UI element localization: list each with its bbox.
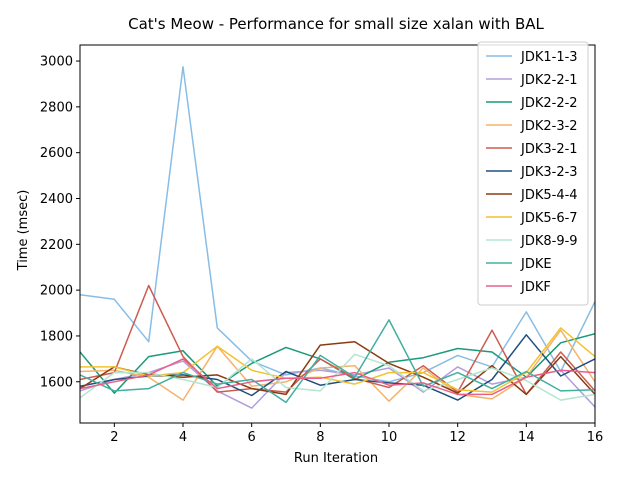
y-tick-label: 1800 — [40, 329, 73, 344]
chart-title: Cat's Meow - Performance for small size … — [128, 15, 544, 33]
x-axis-label: Run Iteration — [294, 451, 378, 466]
y-tick-label: 2200 — [40, 238, 73, 253]
legend-label: JDK5-4-4 — [520, 188, 578, 203]
y-tick-label: 2400 — [40, 192, 73, 207]
x-tick-label: 8 — [316, 430, 324, 445]
legend-label: JDK3-2-3 — [520, 165, 578, 180]
legend-label: JDK8-9-9 — [520, 234, 578, 249]
y-axis-label: Time (msec) — [16, 190, 31, 272]
x-tick-label: 4 — [179, 430, 187, 445]
series-line-jdkf — [80, 358, 595, 396]
y-tick-label: 2800 — [40, 100, 73, 115]
legend-label: JDKF — [520, 280, 551, 295]
x-tick-label: 16 — [587, 430, 604, 445]
legend: JDK1-1-3 JDK2-2-1 JDK2-2-2 JDK2-3-2 JDK3-2-1… — [477, 41, 589, 306]
y-tick-label: 1600 — [40, 375, 73, 390]
x-tick-label: 6 — [248, 430, 256, 445]
legend-label: JDK5-6-7 — [520, 211, 578, 226]
x-tick-label: 10 — [381, 430, 398, 445]
legend-label: JDK3-2-1 — [520, 142, 578, 157]
legend-label: JDKE — [520, 257, 552, 272]
y-tick-label: 2600 — [40, 146, 73, 161]
legend-label: JDK2-2-1 — [520, 73, 578, 88]
series-line-jdk8-9-9 — [80, 353, 595, 401]
series-line-jdke — [80, 319, 595, 404]
x-tick-label: 12 — [449, 430, 466, 445]
legend-label: JDK2-2-2 — [520, 96, 578, 111]
x-tick-label: 14 — [518, 430, 535, 445]
series-line-jdk3-2-1 — [80, 284, 595, 396]
legend-label: JDK1-1-3 — [520, 50, 578, 65]
plot-frame — [79, 44, 596, 424]
legend-label: JDK2-3-2 — [520, 119, 578, 134]
y-tick-label: 2000 — [40, 284, 73, 299]
x-tick-label: 2 — [110, 430, 118, 445]
y-tick-label: 3000 — [40, 55, 73, 70]
series-line-jdk5-6-7 — [80, 327, 595, 393]
